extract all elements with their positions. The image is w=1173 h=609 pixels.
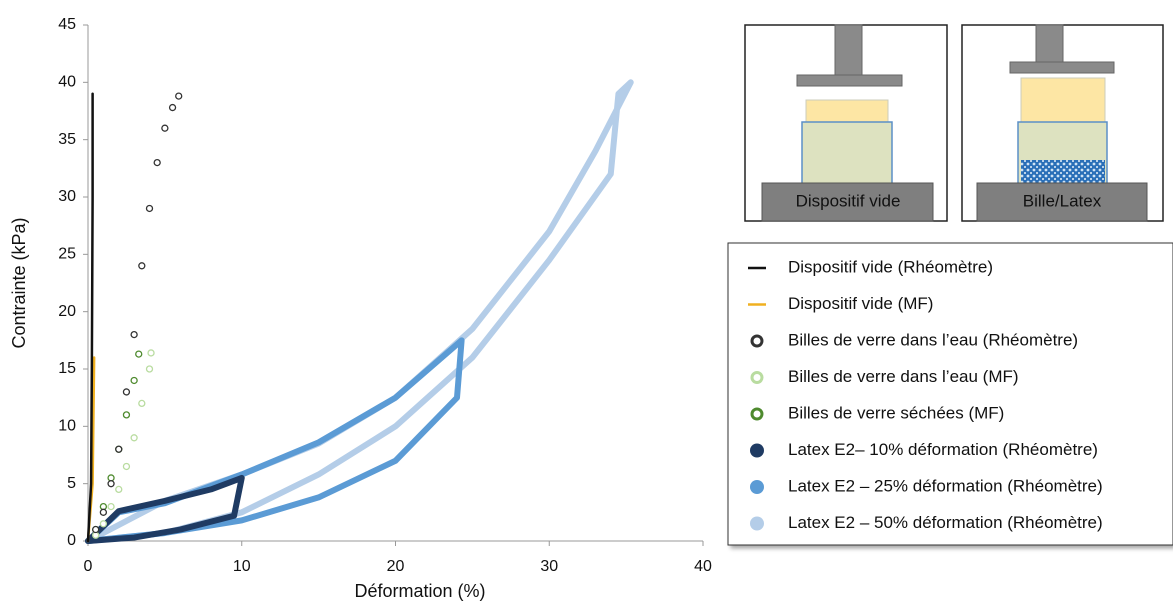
data-point bbox=[122, 462, 131, 471]
data-point bbox=[99, 520, 108, 528]
data-point bbox=[135, 350, 143, 358]
legend-label: Latex E2 – 50% déformation (Rhéomètre) bbox=[788, 513, 1103, 532]
data-point bbox=[138, 399, 146, 408]
data-point bbox=[145, 365, 154, 373]
y-tick-label: 30 bbox=[58, 188, 76, 205]
legend-label: Dispositif vide (Rhéomètre) bbox=[788, 257, 993, 276]
x-tick-label: 10 bbox=[233, 558, 251, 575]
data-point bbox=[130, 434, 138, 442]
legend-label: Dispositif vide (MF) bbox=[788, 294, 933, 313]
data-point bbox=[107, 480, 115, 488]
data-point bbox=[153, 158, 161, 167]
inset-bead-latex: Bille/Latex bbox=[961, 24, 1164, 222]
legend-swatch bbox=[750, 371, 764, 384]
inset-label: Bille/Latex bbox=[1023, 191, 1102, 210]
series-line bbox=[86, 92, 94, 543]
data-point bbox=[145, 204, 154, 213]
x-tick-label: 40 bbox=[694, 558, 712, 575]
data-point bbox=[92, 525, 100, 534]
data-point bbox=[138, 262, 146, 270]
legend-swatch bbox=[750, 516, 764, 531]
data-point bbox=[122, 411, 131, 419]
legend-swatch bbox=[750, 480, 764, 494]
y-tick-label: 10 bbox=[58, 418, 76, 435]
y-tick-label: 45 bbox=[58, 16, 76, 33]
y-axis-label: Contrainte (kPa) bbox=[9, 217, 29, 348]
y-tick-label: 0 bbox=[67, 532, 76, 549]
x-tick-label: 0 bbox=[84, 558, 93, 575]
legend-label: Billes de verre dans l’eau (MF) bbox=[788, 367, 1019, 386]
series-line bbox=[85, 474, 245, 544]
legend-swatch bbox=[750, 443, 764, 458]
data-point bbox=[147, 349, 155, 357]
y-tick-label: 20 bbox=[58, 303, 76, 320]
x-tick-label: 20 bbox=[387, 558, 405, 575]
y-tick-label: 15 bbox=[58, 360, 76, 377]
y-tick-label: 5 bbox=[67, 475, 76, 492]
x-tick-label: 30 bbox=[540, 558, 558, 575]
data-point bbox=[175, 92, 183, 100]
data-point bbox=[168, 103, 177, 112]
legend-label: Latex E2 – 25% déformation (Rhéomètre) bbox=[788, 476, 1103, 495]
legend-label: Billes de verre séchées (MF) bbox=[788, 403, 1004, 422]
data-point bbox=[115, 485, 123, 494]
y-tick-label: 25 bbox=[58, 246, 76, 263]
y-tick-label: 35 bbox=[58, 131, 76, 148]
data-point bbox=[161, 124, 169, 132]
legend-label: Billes de verre dans l’eau (Rhéomètre) bbox=[788, 330, 1078, 349]
data-point bbox=[99, 508, 108, 516]
x-axis-label: Déformation (%) bbox=[354, 581, 485, 601]
legend-label: Latex E2– 10% déformation (Rhéomètre) bbox=[788, 440, 1098, 459]
legend-swatch bbox=[750, 407, 764, 421]
data-point bbox=[130, 376, 138, 385]
data-point bbox=[122, 388, 131, 396]
inset-empty-device: Dispositif vide bbox=[744, 24, 948, 222]
data-point bbox=[130, 330, 138, 339]
data-point bbox=[115, 445, 123, 453]
inset-label: Dispositif vide bbox=[796, 191, 901, 210]
series-line bbox=[85, 79, 634, 544]
y-tick-label: 40 bbox=[58, 74, 76, 91]
legend-box bbox=[727, 242, 1173, 546]
data-point bbox=[107, 502, 115, 511]
legend-swatch bbox=[750, 334, 764, 348]
